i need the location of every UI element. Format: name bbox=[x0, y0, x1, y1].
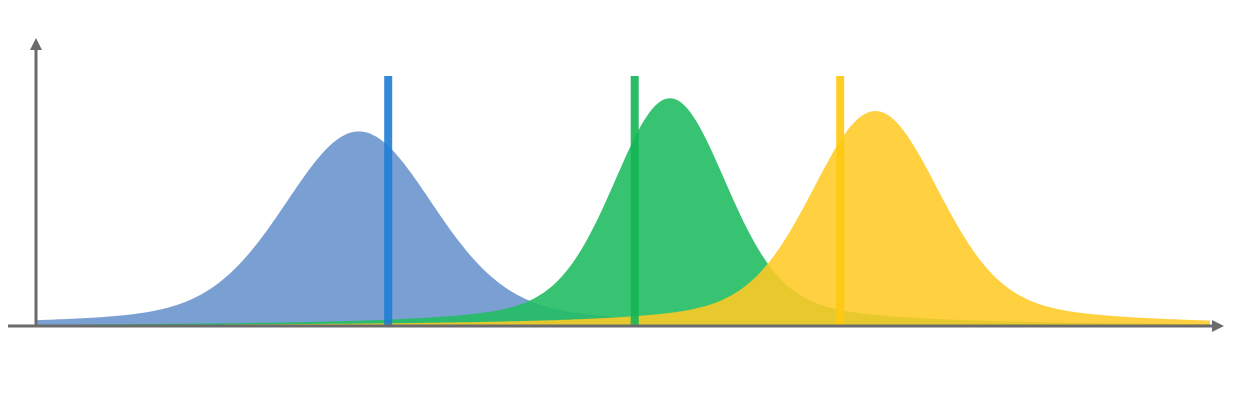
distribution-curve-1 bbox=[36, 131, 1210, 326]
x-axis-arrow-icon bbox=[1212, 320, 1224, 332]
markers-group bbox=[384, 76, 845, 326]
distribution-curve-2 bbox=[36, 98, 1210, 326]
marker-line-1 bbox=[384, 76, 393, 326]
axes-group bbox=[8, 38, 1224, 332]
distribution-curve-3 bbox=[36, 111, 1210, 326]
marker-line-2 bbox=[630, 76, 639, 326]
marker-line-3 bbox=[836, 76, 845, 326]
y-axis-arrow-icon bbox=[30, 38, 42, 50]
curves-group bbox=[36, 98, 1210, 326]
